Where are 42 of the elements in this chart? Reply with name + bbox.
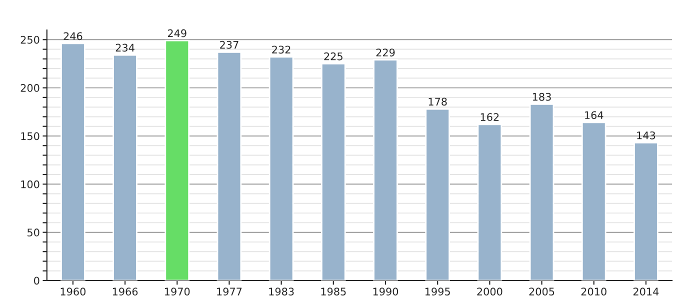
x-tick-label: 1966 — [112, 288, 138, 296]
x-tick-label: 1960 — [60, 288, 86, 296]
x-tick-label: 2014 — [633, 288, 659, 296]
y-tick-label: 150 — [21, 132, 40, 140]
data-label: 164 — [585, 111, 604, 120]
x-tick-label: 1977 — [217, 288, 242, 296]
data-label: 234 — [116, 44, 134, 52]
data-label: 232 — [272, 46, 290, 54]
data-label: 246 — [64, 32, 82, 40]
x-tick-label: 2000 — [477, 288, 502, 296]
bar — [320, 63, 346, 280]
bar — [581, 122, 606, 280]
y-tick-label: 100 — [21, 180, 40, 188]
bar — [164, 40, 190, 280]
y-tick-label: 250 — [20, 36, 40, 44]
bar — [60, 42, 86, 280]
bar — [529, 103, 554, 280]
data-label: 183 — [532, 92, 551, 101]
data-label: 249 — [168, 29, 186, 38]
y-tick-label: 50 — [28, 228, 40, 236]
y-tick-label: 200 — [20, 84, 40, 92]
bar — [216, 51, 242, 280]
data-label: 225 — [324, 52, 342, 60]
data-label: 237 — [220, 40, 238, 49]
x-tick-label: 1985 — [321, 288, 346, 296]
data-label: 143 — [637, 131, 656, 140]
data-label: 162 — [480, 113, 499, 122]
x-tick-label: 1990 — [373, 288, 398, 296]
bar — [373, 59, 398, 280]
x-tick-label: 1970 — [165, 288, 190, 296]
x-tick-label: 2005 — [529, 288, 554, 296]
data-label: 229 — [376, 48, 395, 56]
y-tick-label: 0 — [34, 276, 40, 285]
data-label: 178 — [428, 98, 447, 106]
x-tick-label: 1983 — [269, 288, 294, 296]
x-tick-label: 1995 — [425, 288, 450, 296]
x-tick-label: 2010 — [581, 288, 606, 296]
bar — [112, 54, 138, 280]
bar — [634, 142, 658, 280]
bar — [477, 124, 502, 280]
bar — [268, 56, 294, 280]
bar — [425, 108, 450, 280]
